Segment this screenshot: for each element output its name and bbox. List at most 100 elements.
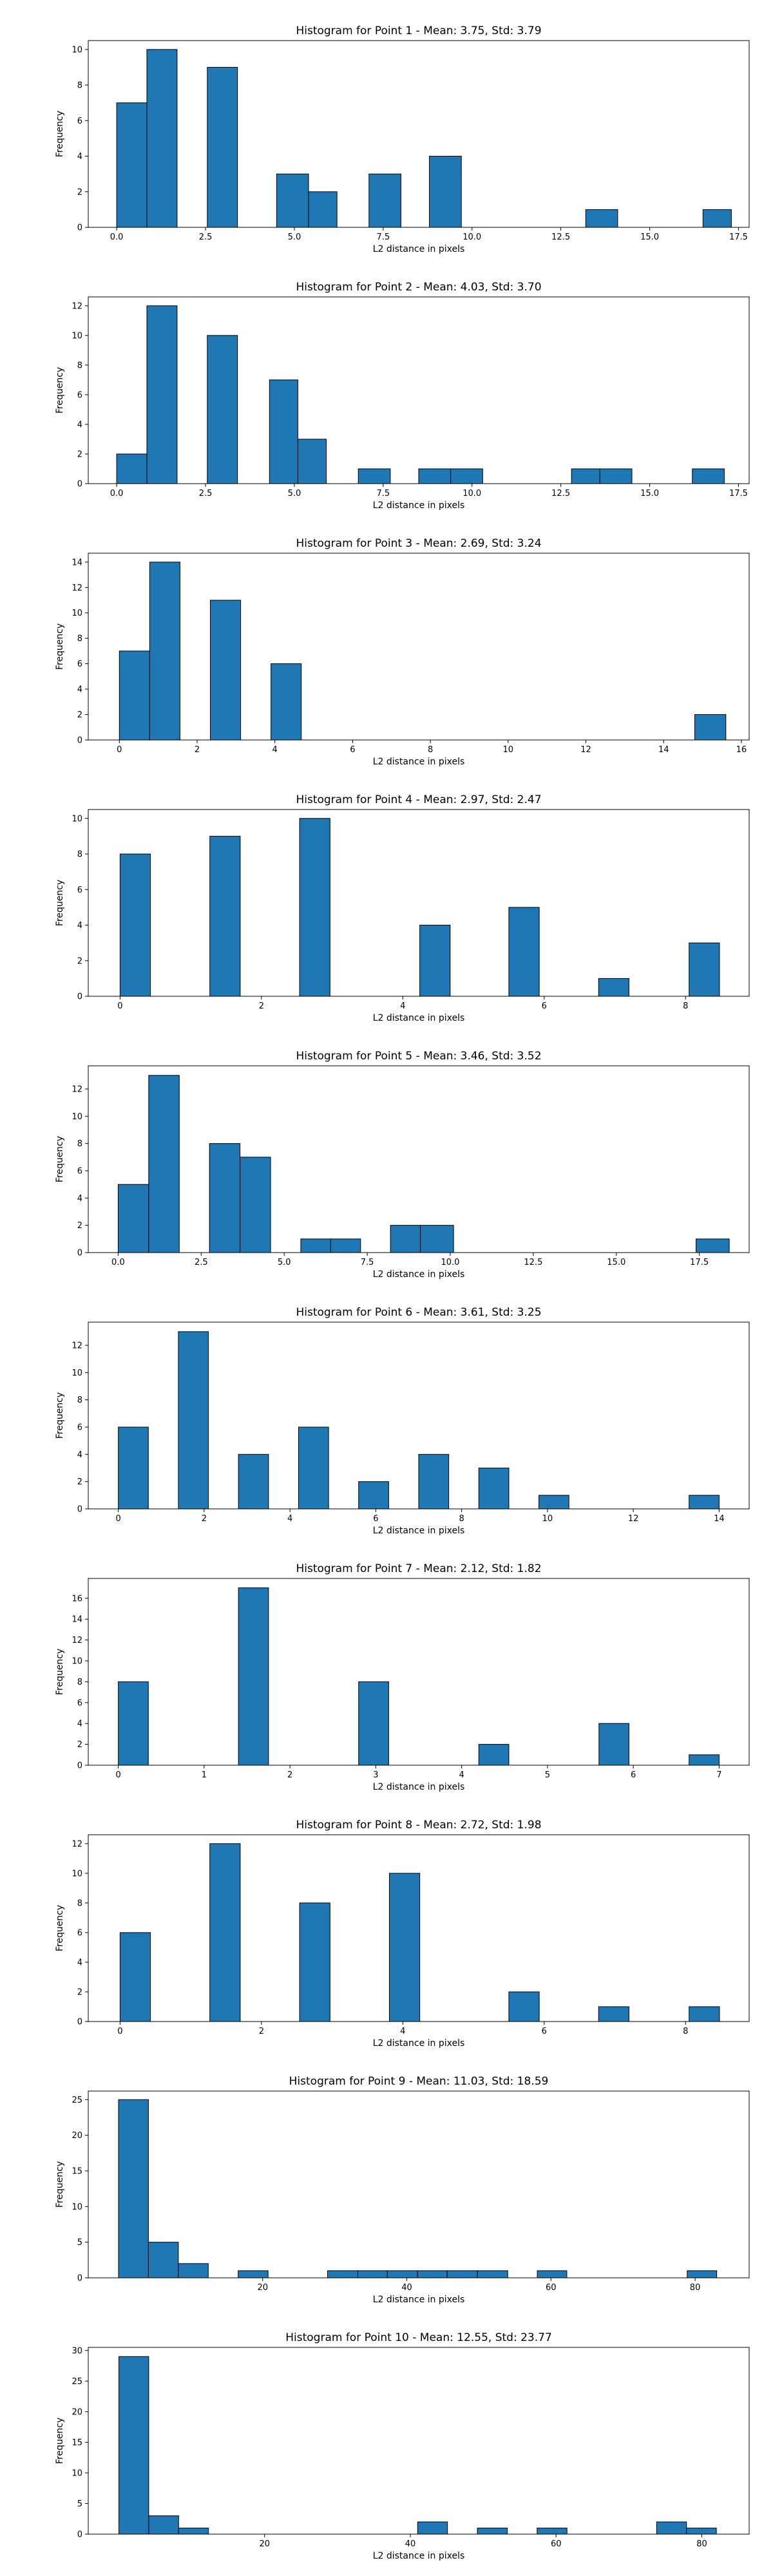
x-tick-label: 4 (272, 745, 278, 755)
panel-title: Histogram for Point 5 - Mean: 3.46, Std:… (296, 1050, 541, 1063)
histogram-bar (417, 2521, 448, 2535)
x-tick-label: 4 (287, 1514, 292, 1524)
y-tick-label: 12 (72, 301, 82, 311)
x-tick-label: 14 (658, 745, 669, 755)
histogram-bar (585, 209, 618, 228)
y-tick-label: 10 (72, 1869, 82, 1879)
y-tick-label: 4 (77, 1194, 82, 1204)
y-tick-label: 4 (77, 921, 82, 931)
histogram-bar (148, 1075, 180, 1253)
histogram-bar (118, 1681, 149, 1766)
x-tick-label: 5.0 (288, 489, 301, 498)
histogram-bar (420, 1225, 454, 1253)
histogram-bar (210, 600, 242, 741)
x-tick-label: 10 (503, 745, 514, 755)
histogram-bar (116, 102, 148, 228)
y-tick-label: 6 (77, 659, 82, 669)
y-tick-label: 4 (77, 685, 82, 695)
histogram-bar (599, 468, 633, 484)
histogram-bar (238, 1587, 269, 1766)
histogram-bar (418, 468, 452, 484)
y-tick-label: 10 (72, 45, 82, 55)
histogram-bar (207, 335, 238, 484)
y-tick-label: 8 (77, 1899, 82, 1908)
y-tick-label: 0 (77, 2018, 82, 2027)
x-tick-label: 17.5 (690, 1258, 709, 1267)
histogram-bar (119, 2356, 149, 2535)
x-tick-label: 3 (373, 1770, 378, 1780)
histogram-bar (687, 2270, 718, 2278)
y-tick-label: 8 (77, 634, 82, 644)
y-tick-label: 10 (72, 2202, 82, 2212)
y-tick-label: 0 (77, 2530, 82, 2540)
histogram-bar (508, 1991, 540, 2022)
x-tick-label: 2.5 (199, 232, 213, 242)
y-tick-label: 15 (72, 2166, 82, 2176)
histogram-bar (429, 156, 462, 228)
x-tick-label: 0 (117, 2027, 122, 2036)
y-axis-label: Frequency (55, 2418, 65, 2464)
y-tick-label: 10 (72, 1368, 82, 1378)
y-tick-label: 14 (72, 1615, 82, 1625)
x-tick-label: 0 (115, 1770, 120, 1780)
y-tick-label: 10 (72, 609, 82, 618)
histogram-bar (178, 2527, 209, 2535)
histogram-bar (358, 1681, 389, 1766)
y-tick-label: 2 (77, 710, 82, 720)
x-tick-label: 60 (551, 2539, 562, 2549)
x-axis-label: L2 distance in pixels (373, 1269, 465, 1280)
x-tick-label: 12 (580, 745, 591, 755)
y-tick-label: 10 (72, 814, 82, 824)
x-tick-label: 5.0 (278, 1258, 291, 1267)
histogram-bar (689, 2006, 720, 2022)
x-tick-label: 16 (736, 745, 747, 755)
y-tick-label: 4 (77, 152, 82, 162)
plot-frame (88, 1578, 750, 1766)
x-axis-label: L2 distance in pixels (373, 500, 465, 511)
x-tick-label: 2 (259, 1001, 264, 1011)
histogram-bar (238, 1454, 269, 1510)
histogram-bar (508, 907, 540, 997)
panel-title: Histogram for Point 1 - Mean: 3.75, Std:… (296, 24, 541, 37)
x-tick-label: 8 (459, 1514, 464, 1524)
panel-title: Histogram for Point 8 - Mean: 2.72, Std:… (296, 1819, 541, 1832)
histogram-bar (300, 1238, 331, 1253)
x-tick-label: 80 (690, 2283, 701, 2293)
histogram-bar (297, 439, 327, 484)
x-tick-label: 40 (401, 2283, 412, 2293)
histogram-bar (327, 2270, 358, 2278)
y-tick-label: 4 (77, 1450, 82, 1460)
y-axis-label: Frequency (55, 623, 65, 670)
y-tick-label: 8 (77, 1678, 82, 1687)
x-axis-label: L2 distance in pixels (373, 1526, 465, 1536)
x-tick-label: 80 (696, 2539, 707, 2549)
histogram-bar (418, 1454, 450, 1510)
x-tick-label: 15.0 (607, 1258, 625, 1267)
y-axis-label: Frequency (55, 2161, 65, 2208)
y-tick-label: 12 (72, 1636, 82, 1645)
histogram-bar (537, 2270, 568, 2278)
x-tick-label: 4 (400, 1001, 405, 1011)
x-axis-label: L2 distance in pixels (373, 1013, 465, 1023)
histogram-bar (118, 2099, 149, 2278)
x-tick-label: 2.5 (195, 1258, 208, 1267)
histogram-bar (388, 1873, 421, 2022)
x-tick-label: 0.0 (110, 489, 124, 498)
x-tick-label: 0 (117, 1001, 122, 1011)
x-tick-label: 20 (257, 2283, 268, 2293)
histogram-bar (146, 49, 178, 228)
x-tick-label: 4 (459, 1770, 464, 1780)
plot-frame (88, 40, 750, 228)
x-tick-label: 8 (428, 745, 433, 755)
panel-title: Histogram for Point 4 - Mean: 2.97, Std:… (296, 793, 541, 806)
plot-frame (88, 1065, 750, 1253)
y-tick-label: 10 (72, 1656, 82, 1666)
y-tick-label: 8 (77, 81, 82, 91)
plot-frame (88, 2347, 750, 2535)
x-tick-label: 6 (631, 1770, 636, 1780)
y-tick-label: 4 (77, 420, 82, 430)
plot-frame (88, 2090, 750, 2278)
y-tick-label: 6 (77, 390, 82, 400)
histogram-bar (598, 2006, 629, 2022)
x-tick-label: 6 (373, 1514, 378, 1524)
